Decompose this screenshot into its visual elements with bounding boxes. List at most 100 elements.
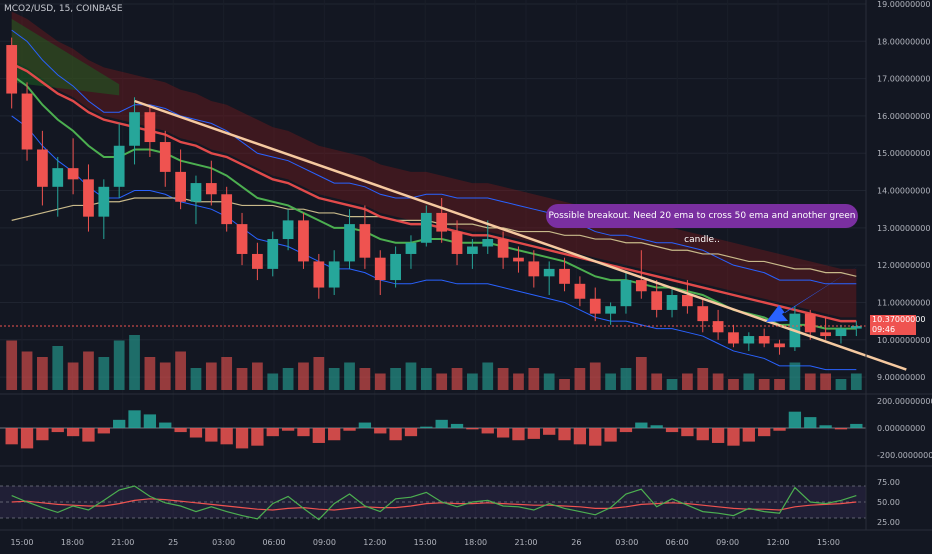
macd-histogram-bar xyxy=(573,428,587,445)
macd-histogram-bar xyxy=(128,410,141,428)
volume-bar xyxy=(83,351,94,390)
bollinger-lower-line xyxy=(11,115,857,371)
volume-bar xyxy=(774,379,785,390)
macd-histogram-bar xyxy=(435,419,448,428)
price-tick-label: 12.00000000 xyxy=(877,261,930,270)
macd-tick-label: 200.00000000 xyxy=(877,397,932,406)
volume-bar xyxy=(682,373,693,390)
price-tick-label: 9.00000000 xyxy=(877,373,925,382)
volume-bar xyxy=(635,357,647,390)
volume-bar xyxy=(21,351,33,390)
candle-body xyxy=(743,336,755,344)
macd-histogram-bar xyxy=(374,428,387,434)
candle-body xyxy=(6,45,18,94)
macd-histogram-bar xyxy=(773,428,786,431)
volume-bar xyxy=(6,340,18,390)
candle-body xyxy=(52,168,64,187)
candle-body xyxy=(313,261,325,288)
macd-histogram-bar xyxy=(389,428,402,441)
volume-bar xyxy=(190,368,202,390)
annotation-callout[interactable]: Possible breakout. Need 20 ema to cross … xyxy=(546,204,858,245)
price-tick-label: 19.00000000 xyxy=(877,0,930,9)
time-tick-label: 06:00 xyxy=(666,538,689,547)
candle-body xyxy=(804,313,816,333)
candle-body xyxy=(482,239,494,247)
macd-histogram-bar xyxy=(758,428,771,437)
candle-body xyxy=(282,220,294,240)
macd-histogram-bar xyxy=(143,414,157,428)
candle-body xyxy=(820,332,831,337)
volume-bar xyxy=(252,362,263,390)
time-tick-label: 09:00 xyxy=(313,538,336,547)
macd-histogram-bar xyxy=(466,428,479,430)
macd-histogram-bar xyxy=(297,428,310,437)
volume-bar xyxy=(451,368,463,390)
time-tick-label: 18:00 xyxy=(61,538,84,547)
volume-bar xyxy=(543,373,555,390)
candle-body xyxy=(559,268,570,284)
macd-histogram-bar xyxy=(97,428,110,434)
volume-bar xyxy=(113,340,125,390)
ema20-line xyxy=(11,74,857,330)
time-tick-label: 09:00 xyxy=(716,538,739,547)
volume-bar xyxy=(405,362,417,390)
volume-bar xyxy=(420,368,432,390)
time-tick-label: 21:00 xyxy=(111,538,134,547)
macd-histogram-bar xyxy=(850,423,863,428)
volume-bar xyxy=(175,351,186,390)
candle-body xyxy=(728,332,739,344)
macd-histogram-bar xyxy=(619,428,633,433)
macd-histogram-bar xyxy=(5,428,18,445)
candle-body xyxy=(21,93,33,150)
volume-bar xyxy=(436,373,448,390)
volume-bar xyxy=(374,373,386,390)
macd-histogram-bar xyxy=(650,425,663,428)
volume-bar xyxy=(37,357,48,390)
volume-bar xyxy=(666,379,678,390)
candle-body xyxy=(236,224,248,254)
rsi-tick-label: 25.00 xyxy=(877,518,900,527)
macd-histogram-bar xyxy=(481,428,494,434)
candle-body xyxy=(528,261,540,277)
time-tick-label: 15:00 xyxy=(414,538,437,547)
macd-histogram-bar xyxy=(742,428,755,442)
volume-bar xyxy=(559,379,570,390)
candle-body xyxy=(467,246,478,254)
volume-bar xyxy=(221,357,233,390)
macd-histogram-bar xyxy=(788,411,802,428)
time-tick-label: 06:00 xyxy=(262,538,285,547)
volume-bar xyxy=(144,357,156,390)
volume-bar xyxy=(528,368,540,390)
volume-bar xyxy=(712,373,724,390)
volume-bar xyxy=(820,373,831,390)
macd-histogram-bar xyxy=(36,428,49,441)
bollinger-upper-line xyxy=(11,29,857,285)
volume-bar xyxy=(620,368,632,390)
volume-bar xyxy=(298,362,309,390)
macd-histogram-bar xyxy=(558,428,571,441)
volume-bar xyxy=(344,362,355,390)
macd-histogram-bar xyxy=(82,428,95,442)
price-tick-label: 18.00000000 xyxy=(877,37,930,46)
macd-tick-label: 0.00000000 xyxy=(877,424,925,433)
candle-body xyxy=(666,295,678,310)
candle-body xyxy=(37,149,48,187)
candle-body xyxy=(159,142,171,172)
volume-bar xyxy=(758,379,770,390)
candle-body xyxy=(205,183,217,195)
candle-body xyxy=(451,231,463,254)
candle-body xyxy=(328,261,340,288)
candle-body xyxy=(420,212,432,243)
candle-body xyxy=(405,242,417,254)
macd-histogram-bar xyxy=(174,428,187,433)
rsi-signal-line xyxy=(11,498,857,511)
price-tick-label: 11.00000000 xyxy=(877,298,930,307)
time-tick-label: 15:00 xyxy=(817,538,840,547)
current-price-value: 10.37000000 xyxy=(872,315,926,324)
candle-body xyxy=(252,253,263,269)
volume-bar xyxy=(205,362,217,390)
macd-histogram-bar xyxy=(51,428,64,433)
macd-histogram-bar xyxy=(159,422,172,428)
candle-countdown: 09:46 xyxy=(872,325,896,334)
